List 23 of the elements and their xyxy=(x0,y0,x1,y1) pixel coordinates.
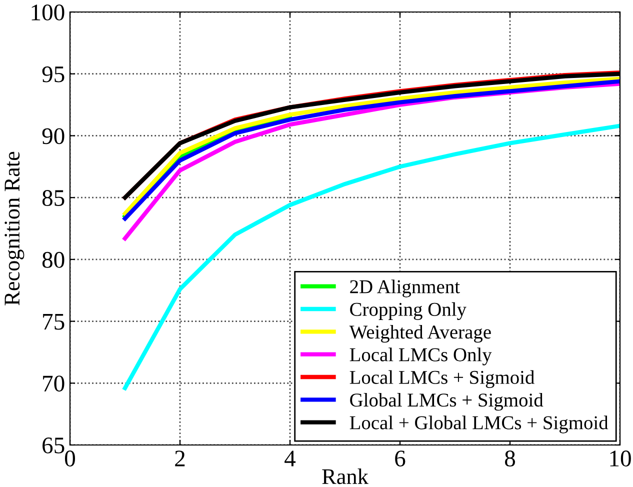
y-tick-label: 90 xyxy=(42,128,64,144)
x-tick-label: 2 xyxy=(175,450,185,466)
legend-label: Cropping Only xyxy=(350,302,466,320)
y-tick-label: 70 xyxy=(43,376,64,392)
legend-label: Local LMCs Only xyxy=(350,348,492,366)
legend-label: Local LMCs + Sigmoid xyxy=(350,370,534,388)
y-tick-label: 75 xyxy=(43,314,64,330)
y-tick-label: 85 xyxy=(42,190,64,206)
legend-label: Global LMCs + Sigmoid xyxy=(350,392,544,411)
y-tick-label: 100 xyxy=(32,4,64,20)
x-tick-label: 0 xyxy=(64,450,76,466)
x-tick-label: 8 xyxy=(504,450,516,466)
y-axis-title: Recognition Rate xyxy=(4,152,24,306)
y-tick-label: 65 xyxy=(42,438,64,454)
y-tick-label: 80 xyxy=(42,252,64,268)
y-tick-label: 95 xyxy=(42,66,64,82)
legend-label: Weighted Average xyxy=(349,324,491,343)
x-tick-label: 4 xyxy=(284,450,296,466)
x-tick-label: 10 xyxy=(610,450,631,466)
legend-label: Local + Global LMCs + Sigmoid xyxy=(350,416,608,434)
legend-label: 2D Alignment xyxy=(350,280,460,298)
x-tick-label: 6 xyxy=(395,450,406,466)
x-axis-title: Rank xyxy=(322,468,368,484)
